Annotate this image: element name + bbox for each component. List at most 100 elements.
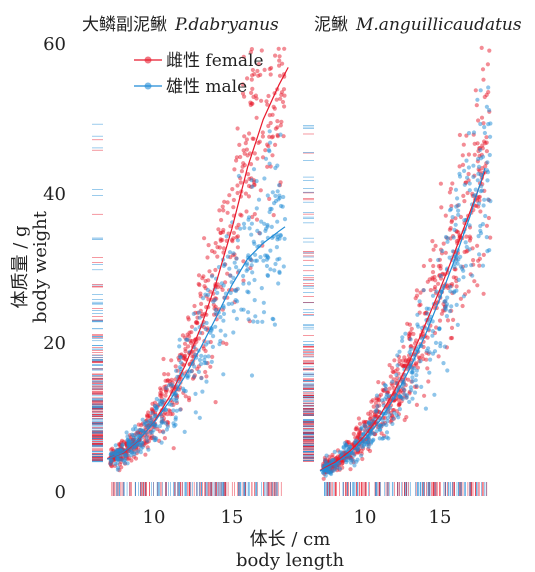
data-point-male bbox=[241, 281, 246, 286]
data-point-male bbox=[444, 314, 449, 319]
data-point-female bbox=[485, 62, 490, 67]
data-point-male bbox=[449, 304, 454, 309]
data-point-male bbox=[458, 264, 463, 269]
data-point-female bbox=[192, 303, 197, 309]
data-point-male bbox=[268, 140, 273, 145]
data-point-male bbox=[423, 406, 428, 411]
data-point-male bbox=[385, 415, 390, 420]
data-point-female bbox=[254, 217, 260, 222]
data-point-female bbox=[425, 279, 430, 284]
data-point-male bbox=[259, 286, 264, 291]
data-point-female bbox=[479, 45, 484, 51]
data-point-female bbox=[424, 357, 429, 362]
data-point-female bbox=[448, 186, 453, 191]
data-point-female bbox=[202, 284, 207, 289]
data-point-female bbox=[228, 224, 233, 229]
data-point-male bbox=[197, 357, 203, 363]
data-point-male bbox=[252, 298, 257, 303]
data-point-male bbox=[161, 420, 166, 425]
data-point-male bbox=[390, 421, 395, 426]
data-point-male bbox=[178, 366, 184, 372]
data-point-female bbox=[244, 179, 249, 184]
data-point-female bbox=[205, 255, 210, 260]
data-point-female bbox=[158, 386, 163, 391]
data-point-female bbox=[483, 164, 488, 169]
data-point-male bbox=[476, 156, 481, 162]
data-point-female bbox=[169, 377, 174, 382]
data-point-male bbox=[218, 328, 223, 333]
data-point-female bbox=[270, 112, 275, 117]
data-point-male bbox=[231, 309, 236, 314]
data-point-male bbox=[251, 319, 256, 324]
data-point-male bbox=[260, 319, 265, 324]
data-point-female bbox=[252, 212, 257, 217]
data-point-female bbox=[207, 269, 212, 274]
data-point-female bbox=[241, 259, 246, 264]
data-point-female bbox=[438, 181, 443, 186]
data-point-female bbox=[277, 58, 282, 63]
data-point-male bbox=[454, 288, 459, 293]
data-point-male bbox=[411, 366, 417, 371]
data-point-female bbox=[277, 54, 282, 59]
data-point-female bbox=[182, 341, 188, 346]
data-point-female bbox=[242, 134, 247, 139]
y-tick-label: 20 bbox=[43, 333, 66, 354]
data-point-male bbox=[281, 264, 286, 269]
data-point-male bbox=[384, 430, 390, 435]
data-point-male bbox=[391, 416, 396, 421]
data-point-female bbox=[464, 133, 469, 138]
data-point-female bbox=[231, 230, 236, 235]
data-point-male bbox=[448, 289, 453, 294]
data-point-male bbox=[383, 387, 388, 392]
data-point-male bbox=[203, 292, 208, 297]
x-tick-label: 10 bbox=[143, 507, 166, 528]
data-point-male bbox=[238, 226, 243, 231]
data-point-male bbox=[400, 335, 405, 340]
data-point-male bbox=[204, 360, 209, 366]
data-point-male bbox=[128, 449, 133, 454]
data-point-male bbox=[426, 346, 431, 351]
data-point-female bbox=[168, 412, 173, 417]
data-point-female bbox=[466, 289, 471, 294]
data-point-male bbox=[434, 289, 439, 294]
data-point-female bbox=[367, 448, 373, 454]
data-point-female bbox=[472, 152, 477, 157]
panel-2-rugs bbox=[303, 125, 488, 496]
data-point-male bbox=[453, 187, 459, 192]
data-point-male bbox=[173, 415, 178, 420]
data-point-female bbox=[171, 446, 176, 451]
data-point-male bbox=[250, 184, 255, 189]
data-point-male bbox=[403, 331, 408, 336]
data-point-male bbox=[149, 410, 154, 415]
data-point-female bbox=[243, 141, 248, 146]
fit-curve-female bbox=[107, 67, 289, 460]
data-point-female bbox=[484, 92, 489, 97]
data-point-male bbox=[371, 437, 376, 442]
data-point-male bbox=[262, 221, 267, 226]
data-point-female bbox=[242, 94, 247, 99]
data-point-male bbox=[198, 362, 203, 367]
data-point-female bbox=[466, 152, 471, 157]
data-point-male bbox=[131, 445, 136, 451]
y-tick-label: 0 bbox=[55, 482, 66, 503]
data-point-female bbox=[480, 143, 485, 148]
data-point-male bbox=[247, 226, 252, 231]
data-point-male bbox=[366, 436, 372, 441]
data-point-female bbox=[330, 452, 335, 457]
data-point-male bbox=[467, 247, 472, 252]
data-point-male bbox=[199, 353, 204, 358]
data-point-female bbox=[449, 335, 455, 341]
data-point-male bbox=[263, 253, 268, 258]
data-point-male bbox=[227, 250, 233, 255]
data-point-male bbox=[164, 427, 169, 432]
data-point-female bbox=[282, 104, 287, 109]
data-point-male bbox=[206, 340, 211, 345]
data-point-male bbox=[482, 130, 487, 136]
data-point-male bbox=[161, 430, 166, 435]
data-point-female bbox=[483, 141, 488, 146]
data-point-male bbox=[440, 248, 445, 254]
data-point-male bbox=[263, 156, 269, 161]
data-point-male bbox=[153, 406, 158, 411]
data-point-female bbox=[393, 369, 398, 374]
data-point-male bbox=[125, 434, 130, 439]
